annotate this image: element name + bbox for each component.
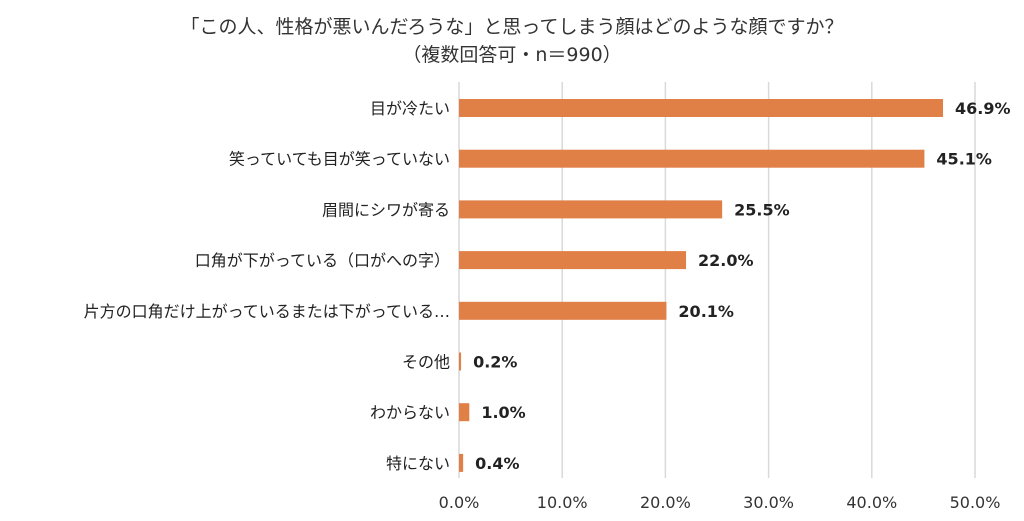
chart-subtitle: （複数回答可・n＝990） [402, 44, 622, 66]
category-label: 片方の口角だけ上がっているまたは下がっている… [84, 302, 450, 321]
bar [459, 149, 925, 168]
x-tick-label: 0.0% [439, 493, 480, 512]
data-label: 0.2% [473, 353, 517, 372]
x-tick-label: 40.0% [846, 493, 897, 512]
x-tick-label: 50.0% [950, 493, 1001, 512]
chart-title: 「この人、性格が悪いんだろうな」と思ってしまう顔はどのような顔ですか？ [180, 16, 844, 38]
x-tick-label: 30.0% [743, 493, 794, 512]
bar [459, 251, 687, 270]
category-label: 目が冷たい [370, 99, 450, 118]
category-label: 笑っていても目が笑っていない [229, 150, 450, 169]
data-label: 25.5% [734, 200, 790, 219]
x-tick-label: 20.0% [640, 493, 691, 512]
data-label: 46.9% [955, 99, 1011, 118]
category-label: 特にない [386, 454, 450, 473]
bar [459, 453, 464, 472]
category-label: その他 [402, 353, 450, 372]
bar [459, 403, 470, 422]
bar [459, 200, 723, 219]
bar [459, 301, 667, 320]
category-label: わからない [370, 403, 450, 422]
category-label: 口角が下がっている（口がへの字） [195, 251, 450, 270]
bar [459, 352, 462, 371]
data-label: 1.0% [481, 403, 525, 422]
bar [459, 99, 944, 117]
category-label: 眉間にシワが寄る [322, 200, 450, 219]
data-label: 22.0% [698, 251, 754, 270]
data-label: 45.1% [936, 150, 992, 169]
x-tick-label: 10.0% [537, 493, 588, 512]
data-label: 0.4% [475, 454, 519, 473]
data-label: 20.1% [678, 302, 734, 321]
